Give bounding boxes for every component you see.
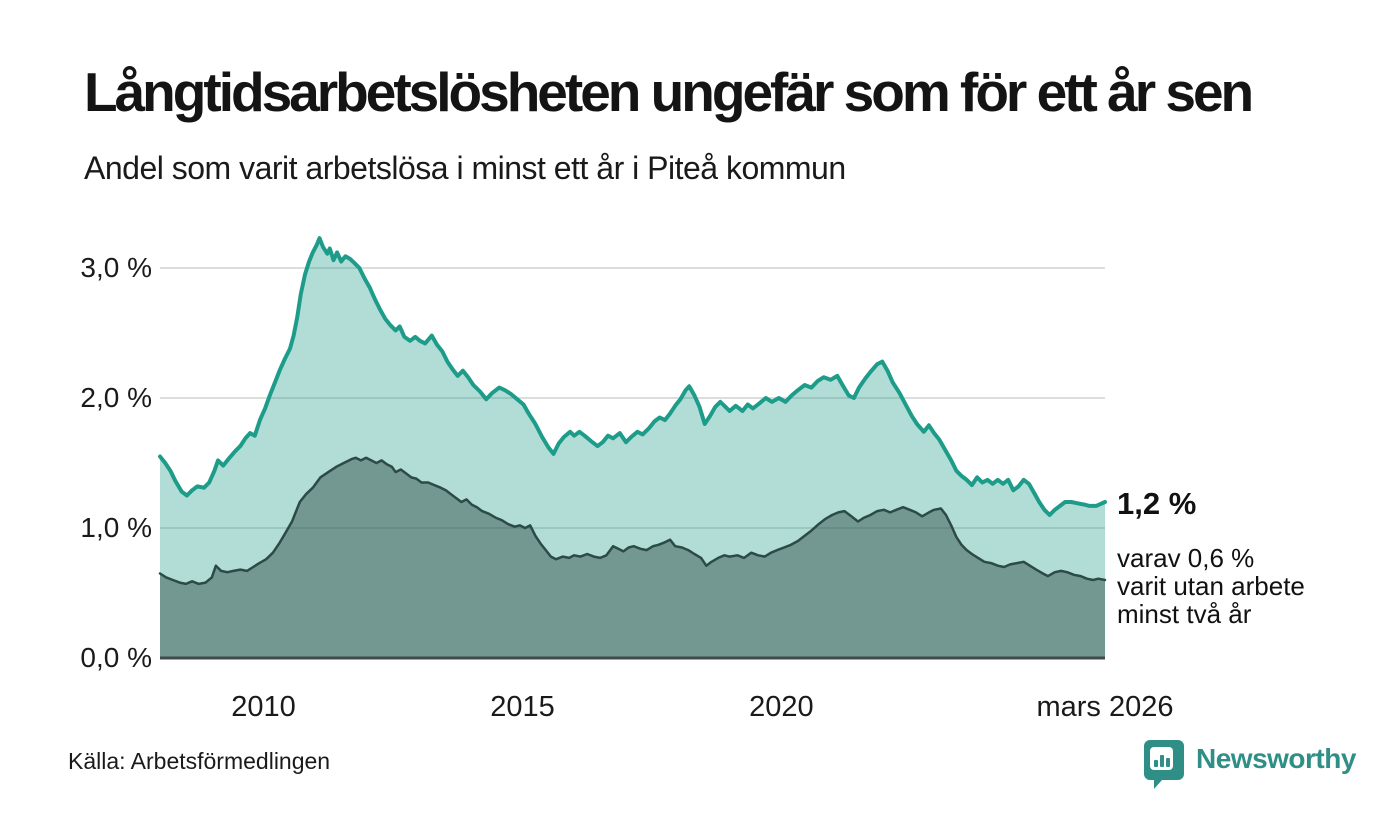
newsworthy-wordmark: Newsworthy — [1196, 743, 1356, 774]
y-tick-label: 1,0 % — [80, 512, 152, 543]
page-subtitle: Andel som varit arbetslösa i minst ett å… — [84, 150, 846, 186]
annotation-detail-line: varit utan arbete — [1117, 571, 1305, 601]
annotation-detail-text: varav 0,6 % varit utan arbete minst två … — [1117, 544, 1305, 628]
annotation-detail-line: minst två år — [1117, 599, 1252, 629]
newsworthy-logo-icon — [1144, 740, 1184, 789]
y-tick-label: 0,0 % — [80, 642, 152, 673]
series-line-1 — [158, 456, 1107, 586]
y-tick-label: 2,0 % — [80, 382, 152, 413]
x-tick-label: 2010 — [231, 691, 296, 723]
newsworthy-brand: Newsworthy — [1142, 738, 1356, 790]
y-tick-label: 3,0 % — [80, 252, 152, 283]
annotation-detail-line: varav 0,6 % — [1117, 543, 1255, 573]
source-note: Källa: Arbetsförmedlingen — [68, 748, 331, 774]
annotation-latest-value: 1,2 % — [1117, 486, 1197, 521]
x-tick-label: 2015 — [490, 691, 555, 723]
page-title: Långtidsarbetslösheten ungefär som för e… — [84, 61, 1254, 123]
series-area-0 — [160, 238, 1105, 658]
series-line-0 — [158, 236, 1107, 517]
series-area-1 — [160, 457, 1105, 658]
x-tick-label: 2020 — [749, 691, 814, 723]
x-tick-label: mars 2026 — [1036, 691, 1174, 723]
